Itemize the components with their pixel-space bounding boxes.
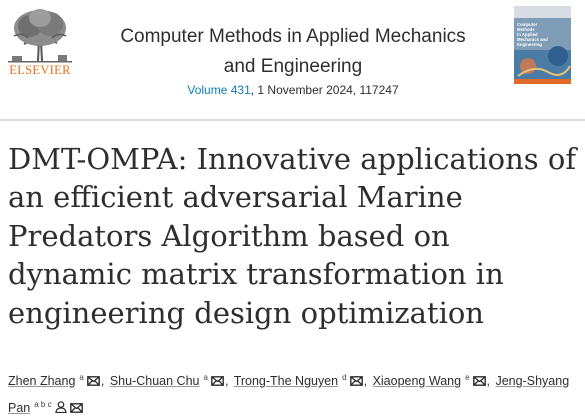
author-entry: Jeng-Shyang Pan a b c (8, 374, 569, 415)
author-name[interactable]: Trong-The Nguyen (233, 374, 339, 388)
author-affiliation[interactable]: a b c (34, 400, 52, 409)
author-affiliation[interactable]: a (203, 373, 208, 382)
header-divider (0, 119, 585, 121)
author-name[interactable]: Shu-Chuan Chu (109, 374, 200, 388)
publisher-wordmark[interactable]: ELSEVIER (9, 63, 71, 77)
issue-details: , 1 November 2024, 117247 (250, 83, 399, 97)
author-affiliation[interactable]: a (79, 373, 84, 382)
person-icon[interactable] (54, 401, 67, 413)
author-entry: Xiaopeng Wang e, (372, 373, 496, 388)
author-separator: , (363, 374, 368, 388)
article-header: ELSEVIER Computer Methods in Applied Mec… (0, 0, 585, 118)
author-entry: Shu-Chuan Chu a, (109, 373, 234, 388)
author-separator: , (100, 374, 105, 388)
elsevier-tree-icon (8, 6, 72, 63)
author-entry: Zhen Zhang a, (8, 373, 110, 388)
author-name[interactable]: Zhen Zhang (8, 374, 76, 388)
journal-title[interactable]: Computer Methods in Applied Mechanics an… (78, 22, 508, 82)
email-icon[interactable] (69, 403, 83, 413)
email-icon[interactable] (211, 376, 224, 386)
cover-journal-title: Computer Methods in Applied Mechanics an… (517, 22, 548, 47)
journal-cover-thumbnail[interactable]: Computer Methods in Applied Mechanics an… (514, 6, 571, 84)
email-icon[interactable] (472, 376, 486, 386)
journal-title-line-2[interactable]: and Engineering (223, 56, 363, 77)
author-affiliation[interactable]: e (465, 373, 470, 382)
volume-link[interactable]: Volume 431 (187, 83, 251, 97)
author-affiliation[interactable]: d (342, 373, 347, 382)
author-list: Zhen Zhang a, Shu-Chuan Chu a, Trong-The N… (8, 366, 580, 420)
author-separator: , (224, 374, 229, 388)
cover-art-icon (514, 6, 571, 84)
article-title: DMT-OMPA: Innovative applications of an … (8, 142, 577, 330)
email-icon[interactable] (349, 376, 363, 386)
author-name[interactable]: Jeng-Shyang Pan (8, 374, 570, 415)
email-icon[interactable] (86, 376, 100, 386)
journal-title-line-1[interactable]: Computer Methods in Applied Mechanics (120, 26, 466, 47)
volume-info: Volume 431, 1 November 2024, 117247 (78, 83, 508, 97)
author-entry: Trong-The Nguyen d, (233, 373, 373, 388)
author-separator: , (486, 374, 490, 388)
author-name[interactable]: Xiaopeng Wang (372, 374, 462, 388)
